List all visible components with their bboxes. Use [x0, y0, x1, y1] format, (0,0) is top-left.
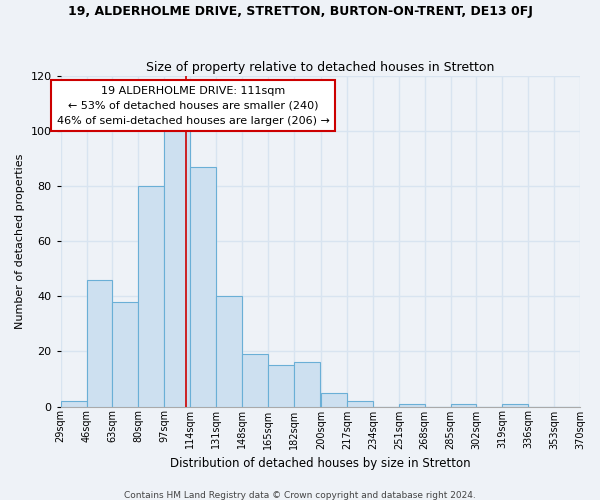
- Bar: [502, 404, 528, 406]
- Bar: [242, 354, 268, 406]
- Text: Contains HM Land Registry data © Crown copyright and database right 2024.: Contains HM Land Registry data © Crown c…: [124, 490, 476, 500]
- Bar: [321, 392, 347, 406]
- Bar: [190, 167, 216, 406]
- Bar: [112, 302, 139, 406]
- Bar: [347, 401, 373, 406]
- Bar: [139, 186, 164, 406]
- Bar: [268, 365, 294, 406]
- Text: 19, ALDERHOLME DRIVE, STRETTON, BURTON-ON-TRENT, DE13 0FJ: 19, ALDERHOLME DRIVE, STRETTON, BURTON-O…: [68, 5, 532, 18]
- Bar: [164, 131, 190, 406]
- Bar: [399, 404, 425, 406]
- Text: 19 ALDERHOLME DRIVE: 111sqm
← 53% of detached houses are smaller (240)
46% of se: 19 ALDERHOLME DRIVE: 111sqm ← 53% of det…: [56, 86, 329, 126]
- Bar: [61, 401, 86, 406]
- Bar: [451, 404, 476, 406]
- Y-axis label: Number of detached properties: Number of detached properties: [15, 154, 25, 329]
- Title: Size of property relative to detached houses in Stretton: Size of property relative to detached ho…: [146, 60, 494, 74]
- Bar: [216, 296, 242, 406]
- X-axis label: Distribution of detached houses by size in Stretton: Distribution of detached houses by size …: [170, 457, 470, 470]
- Bar: [294, 362, 320, 406]
- Bar: [86, 280, 112, 406]
